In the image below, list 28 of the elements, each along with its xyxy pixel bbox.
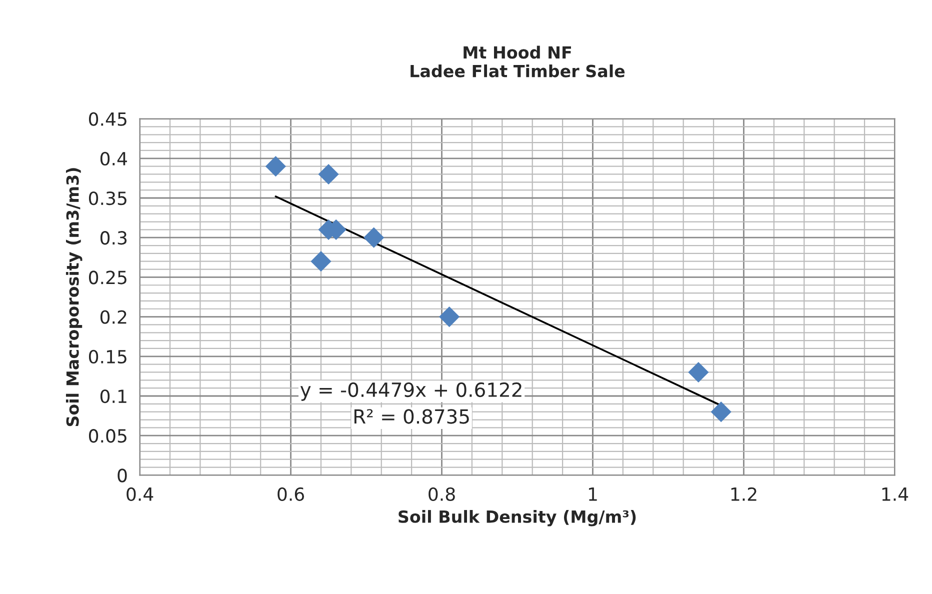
point [310,251,332,272]
point [265,156,286,177]
y-tick-label: 0.4 [100,152,127,166]
y-tick-label: 0.05 [88,429,126,443]
y-axis-title: Soil Macroporosity (m3/m3) [66,168,82,426]
y-tick-label: 0 [118,468,127,482]
y-tick-label: 0.1 [100,389,126,404]
x-tick-label: 1.4 [882,488,908,501]
y-tick-label: 0.2 [100,310,126,324]
y-tick-label: 0.45 [88,112,126,126]
point [439,306,460,328]
annotation: y = -0.4479x + 0.6122 [300,382,522,401]
y-tick-label: 0.35 [88,191,126,206]
point [318,164,339,185]
point [710,402,732,422]
point [364,227,384,248]
y-tick-label: 0.3 [100,231,127,245]
x-axis-title: Soil Bulk Density (Mg/m³) [398,510,636,526]
x-tick-label: 0.6 [278,487,304,501]
y-tick-label: 0.25 [88,270,126,284]
x-tick-label: 1 [588,488,597,501]
annotation: R² = 0.8735 [354,409,469,424]
y-tick-label: 0.15 [88,350,126,364]
point [688,362,709,383]
x-tick-label: 0.4 [126,487,154,501]
x-tick-label: 1.2 [731,487,756,501]
chart-title: Mt Hood NF Ladee Flat Timber Sale [410,46,625,78]
x-tick-label: 0.8 [428,487,455,501]
